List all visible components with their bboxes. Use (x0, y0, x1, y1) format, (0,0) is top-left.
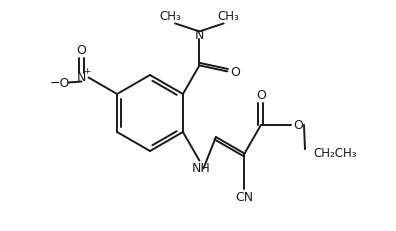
Text: O: O (293, 119, 303, 132)
Text: −O: −O (50, 77, 70, 90)
Text: N: N (77, 71, 86, 84)
Text: N: N (195, 29, 204, 42)
Text: O: O (230, 66, 240, 79)
Text: O: O (76, 44, 86, 57)
Text: +: + (83, 67, 90, 76)
Text: CH₃: CH₃ (218, 10, 240, 23)
Text: CH₃: CH₃ (159, 10, 181, 23)
Text: CN: CN (236, 190, 253, 203)
Text: CH₂CH₃: CH₂CH₃ (313, 146, 356, 159)
Text: O: O (256, 89, 266, 102)
Text: NH: NH (192, 161, 211, 174)
